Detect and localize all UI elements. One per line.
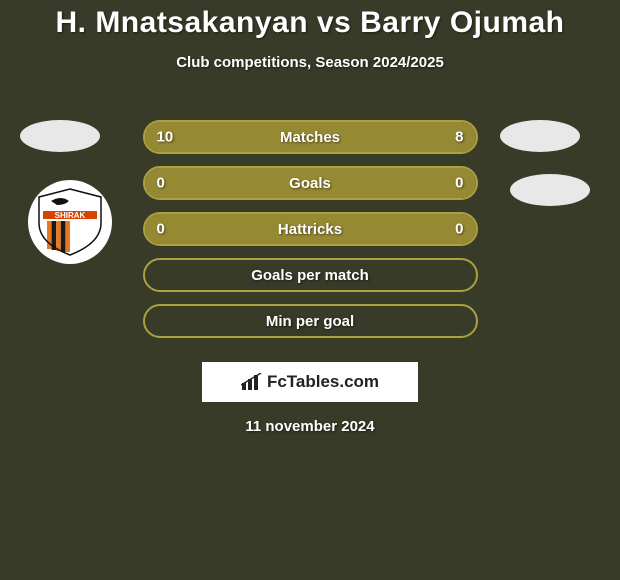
stat-row: 10 Matches 8 (143, 120, 478, 154)
stat-value-right: 0 (455, 221, 463, 238)
bar-chart-icon (241, 373, 263, 391)
stats-comparison-chart: 10 Matches 8 0 Goals 0 0 Hattricks 0 Goals per ma… (0, 120, 620, 350)
stat-label: Matches (280, 129, 340, 146)
stat-value-right: 0 (455, 175, 463, 192)
stat-label: Hattricks (278, 221, 342, 238)
stat-value-right: 8 (455, 129, 463, 146)
fctables-branding: FcTables.com (202, 362, 418, 402)
stat-row: Min per goal (143, 304, 478, 338)
stat-row: 0 Hattricks 0 (143, 212, 478, 246)
subtitle: Club competitions, Season 2024/2025 (0, 54, 620, 71)
stat-row: 0 Goals 0 (143, 166, 478, 200)
stat-label: Min per goal (266, 313, 354, 330)
stat-fill-left (145, 168, 311, 198)
stat-row: Goals per match (143, 258, 478, 292)
page-title: H. Mnatsakanyan vs Barry Ojumah (0, 0, 620, 40)
stat-label: Goals per match (251, 267, 369, 284)
stat-value-left: 10 (157, 129, 174, 146)
stat-value-left: 0 (157, 175, 165, 192)
fctables-label: FcTables.com (267, 372, 379, 392)
stat-fill-right (310, 168, 476, 198)
stat-label: Goals (289, 175, 331, 192)
date-line: 11 november 2024 (0, 418, 620, 435)
stat-fill-right (330, 122, 476, 152)
stat-value-left: 0 (157, 221, 165, 238)
